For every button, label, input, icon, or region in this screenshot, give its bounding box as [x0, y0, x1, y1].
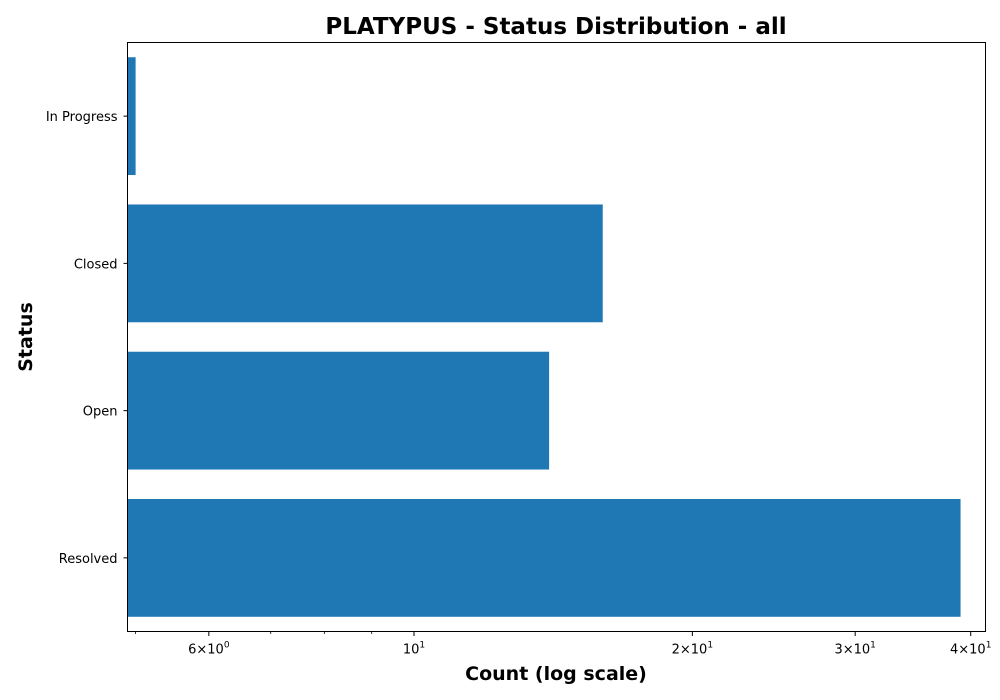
bar-resolved [127, 498, 961, 617]
y-axis-ticks: In Progress Closed Open Resolved [46, 110, 128, 567]
bar-group [127, 57, 961, 617]
x-tick-label: 101 [403, 641, 425, 658]
y-tick-label: Open [83, 405, 118, 420]
x-tick-label: 3×101 [834, 641, 875, 658]
chart-title: PLATYPUS - Status Distribution - all [325, 14, 786, 40]
x-tick-label: 2×101 [672, 641, 713, 658]
bar-open [127, 351, 550, 470]
x-axis-label: Count (log scale) [465, 663, 647, 685]
bar-in-progress [127, 57, 136, 176]
x-axis-ticks: 6×100 101 2×101 3×101 4×101 [135, 631, 991, 658]
y-tick-label: Closed [74, 257, 118, 272]
x-tick-label: 6×100 [188, 641, 230, 658]
y-axis-label: Status [15, 302, 37, 372]
y-tick-label: In Progress [46, 110, 118, 125]
bar-closed [127, 204, 603, 323]
x-tick-label: 4×101 [950, 641, 991, 658]
plot-frame [127, 42, 986, 632]
y-tick-label: Resolved [59, 552, 118, 567]
